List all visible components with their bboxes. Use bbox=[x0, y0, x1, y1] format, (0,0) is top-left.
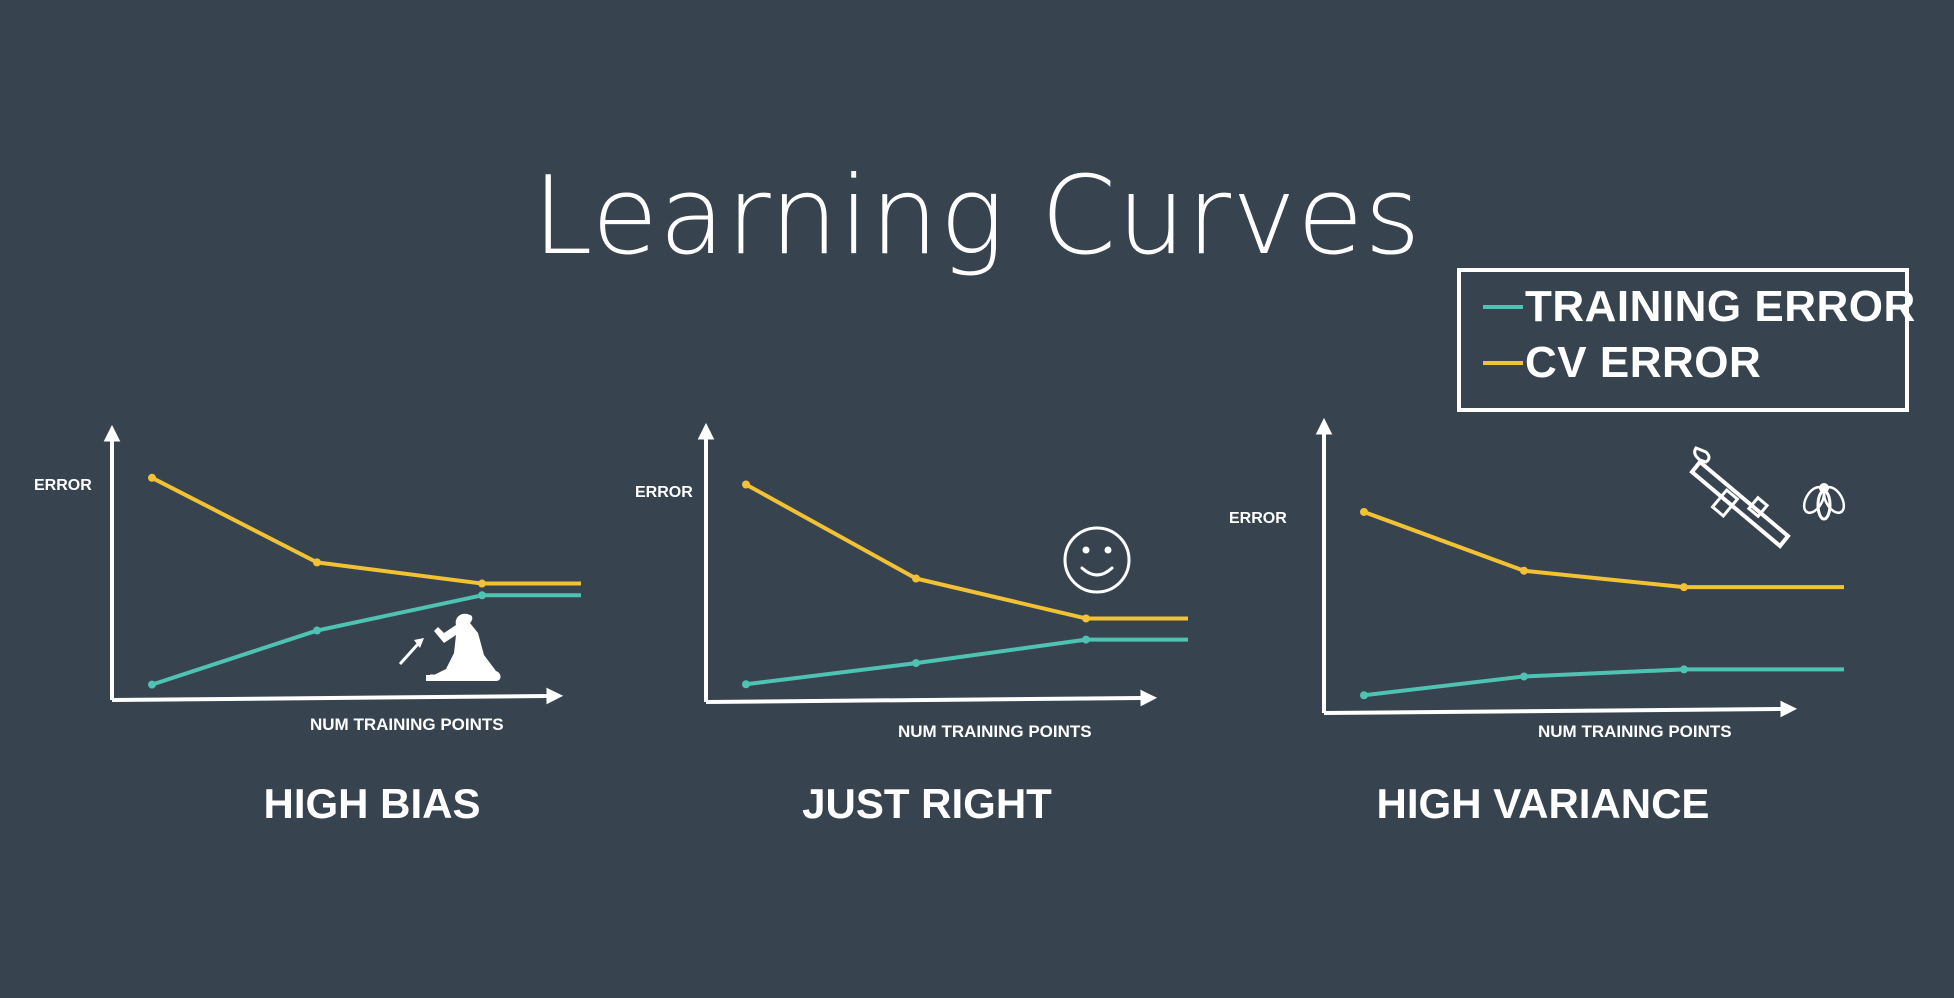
chart-caption: JUST RIGHT bbox=[802, 780, 1052, 827]
legend-label-cv: CV ERROR bbox=[1525, 338, 1762, 387]
x-axis-label: NUM TRAINING POINTS bbox=[310, 715, 504, 734]
x-axis-label: NUM TRAINING POINTS bbox=[1538, 722, 1732, 741]
legend: TRAINING ERROR CV ERROR bbox=[1457, 268, 1915, 412]
legend-item-cv: CV ERROR bbox=[1483, 338, 1761, 388]
training-error-line bbox=[1363, 667, 1844, 698]
x-axis-label: NUM TRAINING POINTS bbox=[898, 722, 1092, 741]
legend-label-training: TRAINING ERROR bbox=[1525, 282, 1916, 331]
cv-error-point bbox=[313, 558, 321, 567]
bazooka-and-fly-icon bbox=[1689, 446, 1791, 549]
training-error-point bbox=[478, 591, 486, 600]
cv-error-line bbox=[745, 482, 1188, 621]
training-error-point bbox=[1360, 691, 1368, 700]
cv-error-point bbox=[1360, 507, 1368, 516]
cv-error-point bbox=[1082, 614, 1090, 623]
chart-icons bbox=[398, 446, 1846, 681]
fly-icon bbox=[1802, 483, 1846, 521]
training-error-point bbox=[1520, 672, 1528, 681]
cv-error-point bbox=[148, 473, 156, 482]
training-error-line bbox=[745, 637, 1188, 687]
x-axis bbox=[705, 689, 1158, 707]
smiley-icon bbox=[1063, 526, 1131, 594]
legend-swatch-cv bbox=[1483, 361, 1523, 365]
cv-error-line bbox=[1363, 510, 1844, 590]
x-axis bbox=[111, 687, 564, 705]
chart-caption: HIGH BIAS bbox=[263, 780, 480, 827]
y-axis-label: ERROR bbox=[1229, 510, 1287, 527]
chart-caption: HIGH VARIANCE bbox=[1377, 780, 1710, 827]
cv-error-line bbox=[151, 476, 581, 586]
x-axis bbox=[1323, 700, 1798, 718]
chart-high-variance: ERROR NUM TRAINING POINTS HIGH VARIANCE bbox=[1229, 417, 1844, 827]
cv-error-point bbox=[1680, 583, 1688, 592]
page-title: Learning Curves bbox=[532, 154, 1422, 279]
cv-error-point bbox=[742, 480, 750, 489]
y-axis-label: ERROR bbox=[34, 477, 92, 494]
training-error-line bbox=[151, 593, 581, 687]
legend-swatch-training bbox=[1483, 305, 1523, 309]
training-error-point bbox=[912, 659, 920, 668]
legend-item-training: TRAINING ERROR bbox=[1483, 282, 1916, 332]
cv-error-point bbox=[912, 574, 920, 583]
y-axis-label: ERROR bbox=[635, 484, 693, 501]
chart-high-bias: ERROR NUM TRAINING POINTS HIGH BIAS bbox=[34, 424, 581, 827]
chart-just-right: ERROR NUM TRAINING POINTS JUST RIGHT bbox=[635, 422, 1188, 827]
cv-error-point bbox=[1520, 566, 1528, 575]
training-error-point bbox=[148, 680, 156, 689]
training-error-point bbox=[1680, 665, 1688, 674]
dart-thrower-icon bbox=[398, 613, 501, 681]
cv-error-point bbox=[478, 579, 486, 588]
training-error-point bbox=[742, 680, 750, 689]
training-error-point bbox=[313, 626, 321, 635]
training-error-point bbox=[1082, 635, 1090, 644]
